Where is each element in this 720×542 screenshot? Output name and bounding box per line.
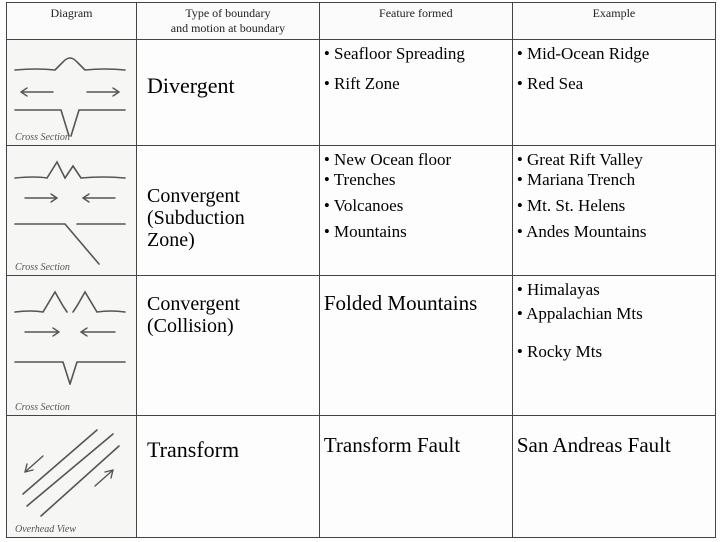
example-item: Red Sea	[517, 74, 711, 94]
label-transform: Transform	[141, 419, 315, 463]
features-divergent: Seafloor Spreading Rift Zone	[319, 40, 512, 146]
feature-item: Trenches	[324, 170, 508, 190]
feature-item: Volcanoes	[324, 196, 508, 216]
features-transform: Transform Fault	[319, 416, 512, 538]
type-divergent: Divergent	[137, 40, 320, 146]
example-item: Himalayas	[517, 280, 711, 300]
caption-cross-section: Cross Section	[15, 262, 70, 273]
example-item: Rocky Mts	[517, 342, 711, 362]
label-line: Convergent	[147, 293, 240, 315]
type-transform: Transform	[137, 416, 320, 538]
example-item: Great Rift Valley	[517, 150, 711, 170]
label-line: Zone)	[147, 229, 195, 251]
caption-cross-section: Cross Section	[15, 402, 70, 413]
sketch-subduction	[7, 146, 133, 274]
example-item: Mid-Ocean Ridge	[517, 44, 711, 64]
example-item: Mt. St. Helens	[517, 196, 711, 216]
sketch-divergent	[7, 40, 133, 144]
feature-big: Transform Fault	[324, 420, 508, 456]
example-item: Andes Mountains	[517, 222, 711, 242]
example-big: San Andreas Fault	[517, 420, 711, 456]
label-convergent-subduction: Convergent (Subduction Zone)	[141, 149, 315, 251]
example-item: Mariana Trench	[517, 170, 711, 190]
type-convergent-collision: Convergent (Collision)	[137, 276, 320, 416]
type-convergent-subduction: Convergent (Subduction Zone)	[137, 146, 320, 276]
diagram-divergent: Cross Section	[7, 40, 137, 146]
sketch-collision	[7, 276, 133, 414]
row-convergent-collision: Cross Section Convergent (Collision) Fol…	[7, 276, 716, 416]
label-divergent: Divergent	[141, 43, 315, 99]
examples-convergent-subduction: Great Rift Valley Mariana Trench Mt. St.…	[512, 146, 715, 276]
diagram-convergent-subduction: Cross Section	[7, 146, 137, 276]
header-type: Type of boundary and motion at boundary	[137, 3, 320, 40]
examples-transform: San Andreas Fault	[512, 416, 715, 538]
header-example: Example	[512, 3, 715, 40]
header-feature: Feature formed	[319, 3, 512, 40]
row-convergent-subduction: Cross Section Convergent (Subduction Zon…	[7, 146, 716, 276]
feature-item: Mountains	[324, 222, 508, 242]
feature-item: New Ocean floor	[324, 150, 508, 170]
row-transform: Overhead View Transform Transform Fault …	[7, 416, 716, 538]
example-item: Appalachian Mts	[517, 304, 711, 324]
label-line: (Subduction	[147, 207, 245, 229]
diagram-transform: Overhead View	[7, 416, 137, 538]
label-convergent-collision: Convergent (Collision)	[141, 279, 315, 337]
examples-convergent-collision: Himalayas Appalachian Mts Rocky Mts	[512, 276, 715, 416]
feature-item: Seafloor Spreading	[324, 44, 508, 64]
features-convergent-collision: Folded Mountains	[319, 276, 512, 416]
feature-item: Rift Zone	[324, 74, 508, 94]
label-line: Convergent	[147, 185, 240, 207]
boundary-table: Diagram Type of boundary and motion at b…	[6, 2, 716, 538]
sketch-transform	[7, 416, 133, 536]
feature-big: Folded Mountains	[324, 280, 508, 314]
label-line: (Collision)	[147, 315, 234, 337]
examples-divergent: Mid-Ocean Ridge Red Sea	[512, 40, 715, 146]
caption-overhead-view: Overhead View	[15, 524, 76, 535]
diagram-convergent-collision: Cross Section	[7, 276, 137, 416]
header-row: Diagram Type of boundary and motion at b…	[7, 3, 716, 40]
caption-cross-section: Cross Section	[15, 132, 70, 143]
header-diagram: Diagram	[7, 3, 137, 40]
row-divergent: Cross Section Divergent Seafloor Spreadi…	[7, 40, 716, 146]
features-convergent-subduction: New Ocean floor Trenches Volcanoes Mount…	[319, 146, 512, 276]
page: Diagram Type of boundary and motion at b…	[0, 2, 720, 542]
